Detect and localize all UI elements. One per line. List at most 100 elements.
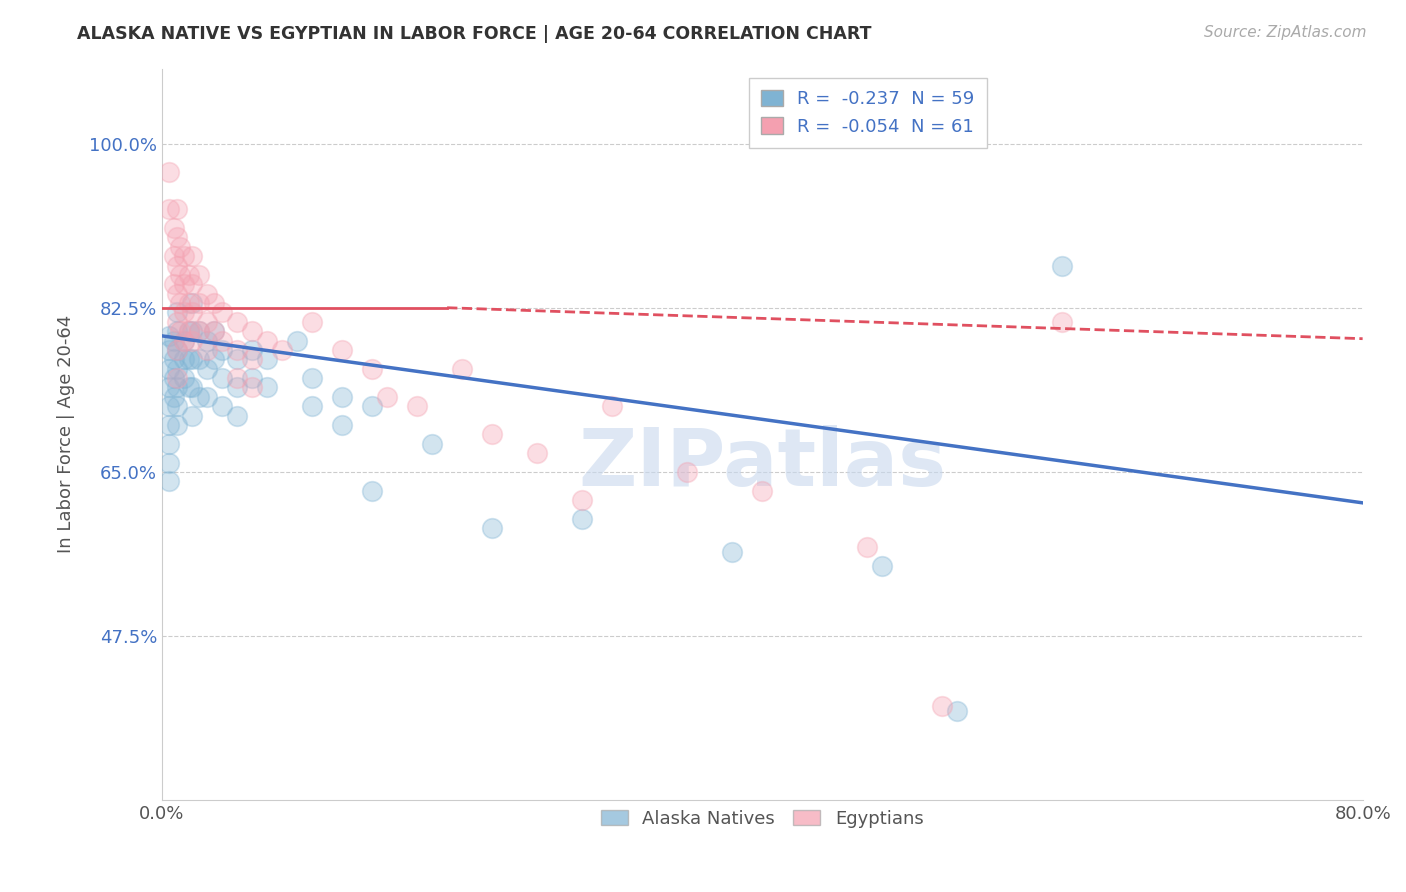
Point (188, 324, 211, 338)
Point (226, 352, 249, 367)
Point (204, 324, 226, 338)
Point (166, 343, 188, 357)
Point (188, 296, 211, 310)
Point (166, 230, 188, 244)
Point (163, 249, 186, 263)
Point (177, 268, 200, 282)
Point (188, 324, 211, 338)
Point (159, 399, 181, 413)
Point (676, 465, 699, 479)
Point (166, 315, 188, 329)
Point (1052, 315, 1074, 329)
Point (166, 380, 188, 394)
Point (204, 324, 226, 338)
Point (177, 296, 200, 310)
Point (159, 361, 181, 376)
Point (721, 544, 744, 558)
Point (173, 334, 195, 348)
Point (163, 334, 186, 348)
Point (600, 399, 623, 413)
Point (159, 343, 181, 357)
Point (181, 334, 204, 348)
Point (177, 324, 200, 338)
Point (361, 483, 384, 498)
Point (240, 343, 263, 357)
Point (226, 315, 249, 329)
Point (166, 399, 188, 413)
Point (226, 380, 249, 394)
Point (166, 361, 188, 376)
Point (166, 305, 188, 319)
Point (204, 296, 226, 310)
Point (159, 329, 181, 343)
Point (240, 371, 263, 385)
Point (159, 417, 181, 432)
Point (211, 399, 233, 413)
Point (211, 371, 233, 385)
Point (173, 371, 195, 385)
Point (856, 540, 879, 554)
Point (163, 352, 186, 367)
Point (159, 475, 181, 489)
Point (211, 334, 233, 348)
Point (361, 399, 384, 413)
Point (188, 352, 211, 367)
Point (751, 483, 773, 498)
Text: Source: ZipAtlas.com: Source: ZipAtlas.com (1204, 25, 1367, 40)
Point (163, 390, 186, 404)
Point (406, 399, 429, 413)
Point (211, 305, 233, 319)
Point (181, 380, 204, 394)
Text: ZIPatlas: ZIPatlas (578, 425, 946, 502)
Point (330, 417, 353, 432)
Point (226, 409, 249, 423)
Point (173, 352, 195, 367)
Point (375, 390, 398, 404)
Point (159, 380, 181, 394)
Point (195, 286, 218, 301)
Point (181, 409, 204, 423)
Point (301, 399, 323, 413)
Point (195, 390, 218, 404)
Point (181, 296, 204, 310)
Point (330, 390, 353, 404)
Point (177, 324, 200, 338)
Point (361, 361, 384, 376)
Point (481, 521, 503, 535)
Point (181, 305, 204, 319)
Point (173, 305, 195, 319)
Point (330, 343, 353, 357)
Point (271, 343, 294, 357)
Point (159, 202, 181, 217)
Point (195, 334, 218, 348)
Point (240, 324, 263, 338)
Point (285, 334, 308, 348)
Point (420, 436, 443, 450)
Point (166, 343, 188, 357)
Point (166, 417, 188, 432)
Point (163, 277, 186, 292)
Point (451, 361, 474, 376)
Point (1052, 259, 1074, 273)
Point (166, 286, 188, 301)
Point (166, 259, 188, 273)
Point (240, 352, 263, 367)
Point (169, 296, 191, 310)
Point (481, 427, 503, 442)
Point (226, 371, 249, 385)
Legend: Alaska Natives, Egyptians: Alaska Natives, Egyptians (593, 803, 931, 835)
Point (204, 352, 226, 367)
Point (195, 361, 218, 376)
Y-axis label: In Labor Force | Age 20-64: In Labor Force | Age 20-64 (58, 315, 75, 554)
Point (173, 334, 195, 348)
Point (177, 380, 200, 394)
Point (301, 315, 323, 329)
Point (188, 390, 211, 404)
Text: ALASKA NATIVE VS EGYPTIAN IN LABOR FORCE | AGE 20-64 CORRELATION CHART: ALASKA NATIVE VS EGYPTIAN IN LABOR FORCE… (77, 25, 872, 43)
Point (256, 334, 278, 348)
Point (159, 436, 181, 450)
Point (169, 268, 191, 282)
Point (195, 343, 218, 357)
Point (256, 352, 278, 367)
Point (159, 456, 181, 470)
